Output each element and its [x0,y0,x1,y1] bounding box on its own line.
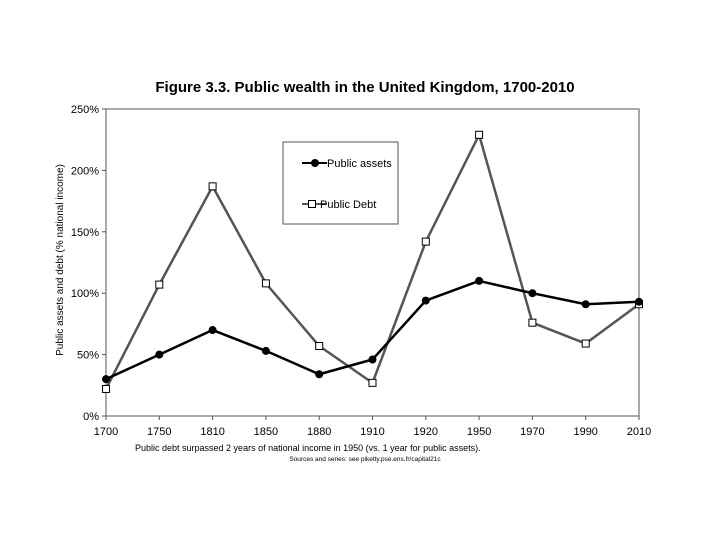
legend-label-public-debt: Public Debt [320,199,376,211]
series-layer [102,130,643,393]
x-tick-label: 1810 [200,426,224,438]
data-point-public-assets [421,296,430,305]
data-point-public-debt [315,342,324,351]
y-axis: 0% 50% 100% 150% 200% 250% [71,104,106,423]
chart-note: Public debt surpassed 2 years of nationa… [135,443,481,453]
y-tick-label: 200% [71,165,99,177]
series-line-public-assets [105,279,640,381]
y-tick-label: 100% [71,288,99,300]
x-tick-label: 2010 [627,426,651,438]
y-tick-label: 0% [83,411,99,423]
data-point-public-debt [368,378,377,387]
legend-label-public-assets: Public assets [327,158,392,170]
x-axis: 1700 1750 1810 1850 1880 1910 1920 1950 1970 1990… [94,416,651,438]
legend: Public assets Public Debt [282,141,399,225]
y-axis-label: Public assets and debt (% national incom… [55,164,66,356]
data-point-public-debt [581,339,590,348]
y-tick-label: 150% [71,227,99,239]
y-tick-label: 50% [77,350,99,362]
data-point-public-assets [208,326,217,335]
x-tick-label: 1750 [147,426,171,438]
data-point-public-assets [581,300,590,309]
x-tick-label: 1700 [94,426,118,438]
data-point-public-assets [368,355,377,364]
data-point-public-debt [208,182,217,191]
data-point-public-assets [528,289,537,298]
data-point-public-debt [155,280,164,289]
legend-marker-public-assets [311,159,319,167]
x-tick-label: 1950 [467,426,491,438]
data-point-public-debt [102,384,110,393]
x-tick-label: 1850 [254,426,278,438]
data-point-public-assets [635,297,643,306]
data-point-public-debt [528,318,537,327]
x-tick-label: 1880 [307,426,331,438]
chart-source: Sources and series: see piketty.pse.ens.… [289,456,441,463]
x-tick-label: 1920 [414,426,438,438]
data-point-public-assets [261,346,270,355]
data-point-public-debt [261,279,270,288]
legend-marker-public-debt [308,200,316,208]
x-tick-label: 1970 [520,426,544,438]
chart-title: Figure 3.3. Public wealth in the United … [155,79,574,96]
x-tick-label: 1910 [360,426,384,438]
data-point-public-assets [102,375,110,384]
x-tick-label: 1990 [573,426,597,438]
data-point-public-debt [421,237,430,246]
data-point-public-assets [475,276,484,285]
data-point-public-assets [315,370,324,379]
data-point-public-debt [475,130,484,139]
legend-box [282,141,399,225]
data-point-public-assets [155,350,164,359]
y-tick-label: 250% [71,104,99,116]
